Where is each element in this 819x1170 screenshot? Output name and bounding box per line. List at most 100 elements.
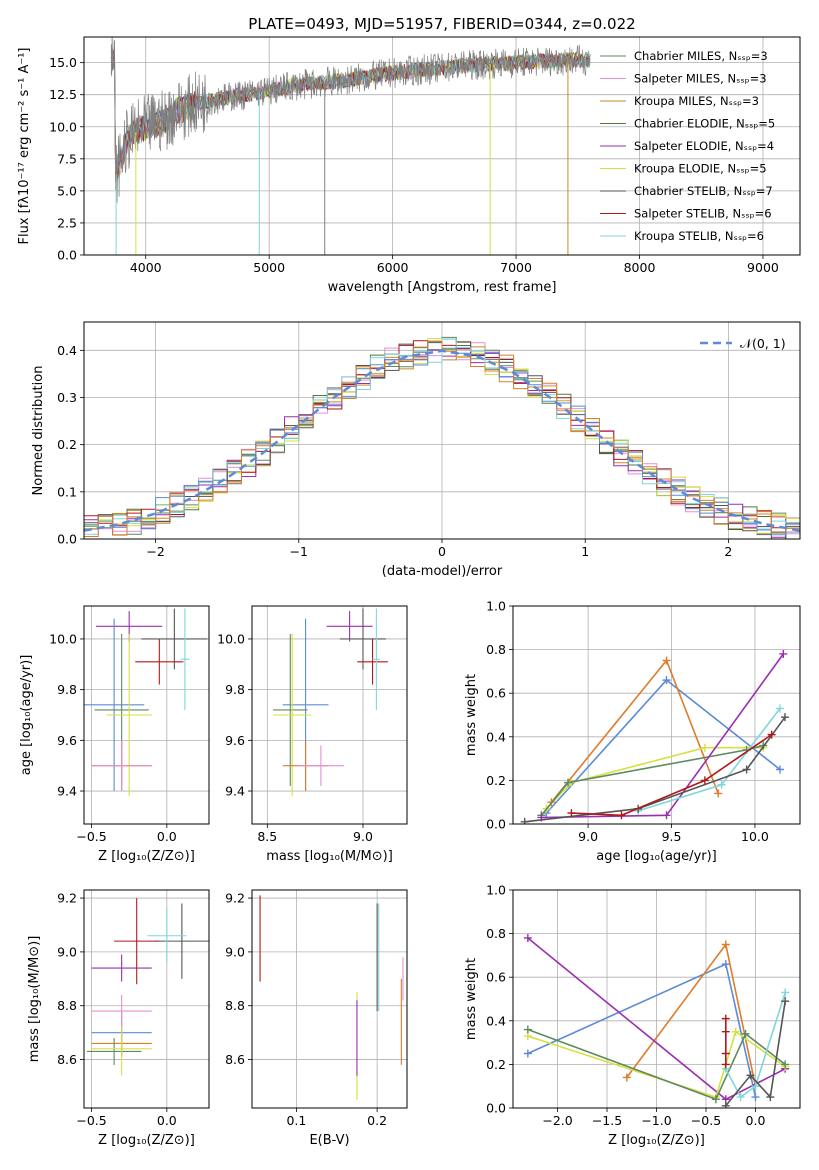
- weight-point: [721, 940, 730, 949]
- weight-point: [721, 1101, 730, 1108]
- x-tick-label: −0.5: [76, 829, 106, 844]
- weight-point: [775, 765, 784, 774]
- weight-point: [567, 809, 576, 818]
- legend-label: Kroupa ELODIE, Nₛₛₚ=5: [634, 162, 767, 176]
- x-tick-label: 6000: [377, 260, 409, 275]
- y-axis-label: mass [log₁₀(M/M⊙)]: [27, 936, 42, 1063]
- weight-point: [766, 1093, 775, 1102]
- y-tick-label: 5.0: [57, 183, 77, 198]
- y-axis-label: Flux [fλ10⁻¹⁷ erg cm⁻² s⁻¹ A⁻¹]: [17, 48, 32, 245]
- x-tick-label: 10.0: [741, 829, 769, 844]
- y-tick-label: 0.0: [57, 248, 77, 263]
- axes-frame: [83, 605, 210, 825]
- chart-mass-vs-ebv: 0.1 0.2 8.6 8.8 9.0 9.2 E(B-V): [225, 889, 408, 1148]
- y-tick-label: 15.0: [49, 55, 77, 70]
- y-tick-label: 8.6: [225, 1052, 245, 1067]
- weight-point: [721, 960, 730, 969]
- y-tick-label: 0.4: [57, 343, 77, 358]
- weight-point: [721, 1060, 730, 1069]
- y-tick-label: 9.6: [225, 733, 245, 748]
- y-tick-label: 0.2: [57, 437, 77, 452]
- y-tick-label: 10.0: [49, 119, 77, 134]
- weight-point: [736, 1093, 745, 1102]
- weight-point: [617, 811, 626, 820]
- y-tick-label: 9.0: [225, 944, 245, 959]
- y-tick-label: 0.8: [486, 926, 506, 941]
- weight-point: [523, 1025, 532, 1034]
- weight-line: [626, 942, 757, 1087]
- axes-frame: [83, 889, 210, 1109]
- weight-point: [751, 1082, 760, 1091]
- y-tick-label: 9.2: [57, 891, 77, 906]
- y-tick-label: 0.2: [486, 1057, 506, 1072]
- chart-age-vs-mass: 8.5 9.0 9.4 9.6 9.8 10.0 mass [log₁₀(M/M⊙)]: [217, 605, 408, 864]
- weight-line: [725, 1001, 786, 1107]
- x-tick-label: 1: [581, 544, 589, 559]
- weight-point: [700, 776, 709, 785]
- legend: Chabrier MILES, Nₛₛₚ=3 Salpeter MILES, Nₛ…: [600, 49, 775, 243]
- chart-age-vs-z: −0.5 0.0 9.4 9.6 9.8 10.0 Z [log₁₀(Z/Z⊙)] age […: [19, 605, 210, 864]
- x-axis-label: Z [log₁₀(Z/Z⊙)]: [98, 849, 195, 864]
- x-tick-label: −1: [290, 544, 308, 559]
- plot-area: [273, 608, 388, 797]
- legend-label: Chabrier ELODIE, Nₛₛₚ=5: [634, 117, 775, 131]
- y-axis-label: mass weight: [464, 958, 479, 1040]
- y-tick-label: 0.4: [486, 729, 506, 744]
- legend-label: Chabrier STELIB, Nₛₛₚ=7: [634, 184, 773, 198]
- weight-point: [721, 1049, 730, 1058]
- weight-line: [571, 733, 773, 817]
- weight-point: [779, 649, 788, 658]
- y-tick-label: 9.8: [225, 682, 245, 697]
- weight-point: [714, 789, 723, 798]
- weight-point: [741, 1029, 750, 1038]
- weight-point: [520, 817, 529, 824]
- chart-weight-vs-age: 9.0 9.5 10.0 0.0 0.2 0.4 0.6 0.8 1.0 age [log₁₀(a…: [464, 599, 801, 864]
- chart-mass-vs-z: −0.5 0.0 8.6 8.8 9.0 9.2 Z [log₁₀(Z/Z⊙)] mass […: [27, 889, 210, 1148]
- y-tick-label: 9.0: [57, 944, 77, 959]
- x-tick-label: 0.0: [157, 1113, 177, 1128]
- plot-area: [87, 898, 209, 1076]
- weight-point: [523, 1049, 532, 1058]
- plot-area: [110, 37, 591, 255]
- legend-label: Kroupa MILES, Nₛₛₚ=3: [634, 94, 759, 108]
- axes-frame: [251, 889, 408, 1109]
- y-tick-label: 7.5: [57, 151, 77, 166]
- weight-point: [775, 704, 784, 713]
- y-axis-label: mass weight: [464, 674, 479, 756]
- weight-point: [731, 1027, 740, 1036]
- weight-point: [711, 1095, 720, 1104]
- y-tick-label: 0.0: [486, 817, 506, 832]
- y-tick-label: 8.8: [225, 998, 245, 1013]
- y-tick-label: 0.4: [486, 1013, 506, 1028]
- weight-line: [541, 653, 784, 819]
- x-tick-label: 0.2: [367, 1113, 387, 1128]
- legend-label: Salpeter MILES, Nₛₛₚ=3: [634, 72, 767, 86]
- y-tick-label: 12.5: [49, 87, 77, 102]
- x-tick-label: 9.0: [353, 829, 373, 844]
- weight-line: [725, 992, 786, 1099]
- x-tick-label: −0.5: [691, 1113, 721, 1128]
- weight-point: [780, 713, 789, 722]
- y-axis-label: age [log₁₀(age/yr)]: [19, 655, 34, 776]
- x-tick-label: 9.0: [578, 829, 598, 844]
- weight-point: [721, 1027, 730, 1036]
- x-axis-label: (data-model)/error: [382, 564, 503, 579]
- chart-weight-vs-z: −2.0 −1.5 −1.0 −0.5 0.0 0.0 0.2 0.4 0.6 0.8 1.0 Z […: [464, 883, 801, 1148]
- weight-point: [622, 1073, 631, 1082]
- y-tick-label: 9.8: [57, 682, 77, 697]
- y-tick-label: 0.1: [57, 484, 77, 499]
- y-tick-label: 0.6: [486, 686, 506, 701]
- y-axis-label: Normed distribution: [31, 366, 46, 496]
- plot-area: [84, 336, 800, 539]
- weight-point: [721, 1014, 730, 1023]
- x-axis-label: E(B-V): [309, 1133, 349, 1148]
- x-tick-label: −2.0: [542, 1113, 572, 1128]
- weight-line: [540, 744, 764, 816]
- weight-point: [662, 656, 671, 665]
- y-tick-label: 8.6: [57, 1052, 77, 1067]
- chart-residuals: −2 −1 0 1 2 0.0 0.1 0.2 0.3 0.4 (data-model)/error…: [31, 321, 801, 579]
- axes-frame: [83, 36, 801, 256]
- plot-area: [84, 608, 208, 797]
- axes-frame: [83, 321, 801, 540]
- chart-title: PLATE=0493, MJD=51957, FIBERID=0344, z=0…: [248, 15, 635, 33]
